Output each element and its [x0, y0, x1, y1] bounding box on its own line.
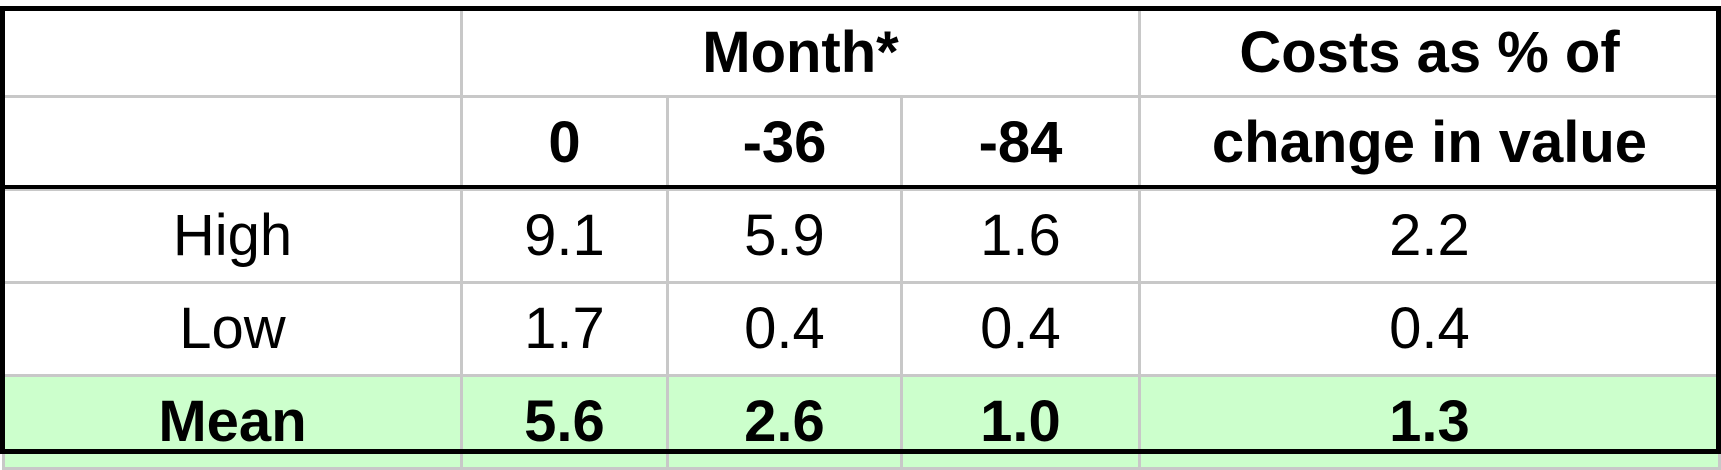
cost-table: Month* Costs as % of 0 -36 -84 change in…	[2, 8, 1721, 470]
cell-low-0: 1.7	[460, 281, 669, 377]
table-frame-right	[1716, 6, 1721, 454]
month-header: Month*	[460, 8, 1141, 98]
corner-cell	[2, 8, 463, 98]
cell-high-costs: 2.2	[1138, 188, 1721, 284]
column-header-month-84: -84	[900, 95, 1141, 191]
corner-cell-2	[2, 95, 463, 191]
cell-mean-84: 1.0	[900, 374, 1141, 470]
table-frame-bottom	[0, 449, 1721, 454]
column-header-month-0: 0	[460, 95, 669, 191]
cell-low-84: 0.4	[900, 281, 1141, 377]
row-label-high: High	[2, 188, 463, 284]
cell-high-84: 1.6	[900, 188, 1141, 284]
table-row: Low 1.7 0.4 0.4 0.4	[2, 281, 1721, 377]
cell-low-36: 0.4	[666, 281, 903, 377]
cell-low-costs: 0.4	[1138, 281, 1721, 377]
header-separator	[0, 185, 1721, 189]
row-label-mean: Mean	[2, 374, 463, 470]
table-frame-top	[0, 6, 1721, 11]
header-row-1: Month* Costs as % of	[2, 8, 1721, 98]
table-frame-left	[0, 6, 5, 454]
costs-header-line1: Costs as % of	[1138, 8, 1721, 98]
table-row: High 9.1 5.9 1.6 2.2	[2, 188, 1721, 284]
cell-high-0: 9.1	[460, 188, 669, 284]
costs-header-line2: change in value	[1138, 95, 1721, 191]
row-label-low: Low	[2, 281, 463, 377]
header-row-2: 0 -36 -84 change in value	[2, 95, 1721, 191]
column-header-month-36: -36	[666, 95, 903, 191]
cell-high-36: 5.9	[666, 188, 903, 284]
